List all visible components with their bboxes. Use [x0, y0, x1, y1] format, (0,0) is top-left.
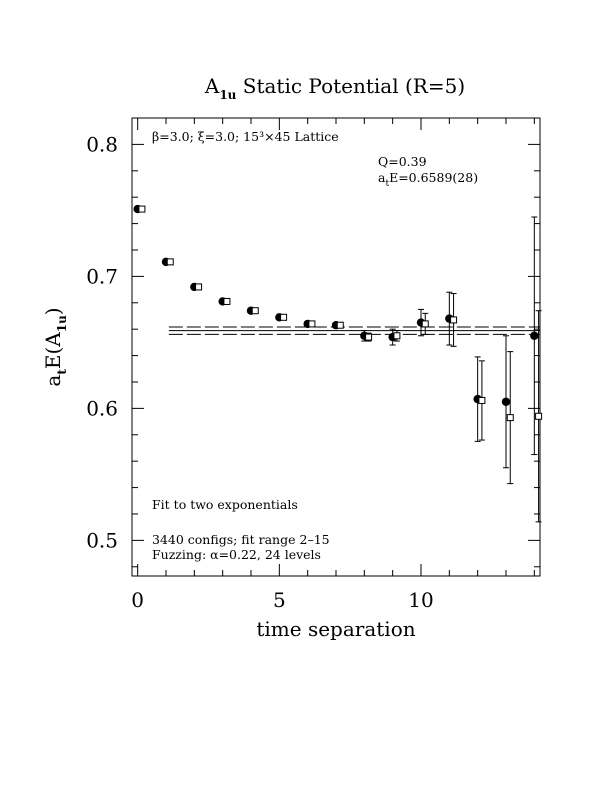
fit-point — [365, 333, 373, 341]
fit-point — [393, 332, 401, 340]
fit-point — [535, 412, 543, 420]
fit-point — [450, 316, 458, 324]
x-tick-label: 5 — [273, 588, 286, 612]
x-tick-label: 10 — [408, 588, 433, 612]
fit-annotation: Fit to two exponentials — [152, 497, 298, 512]
fit-point — [166, 258, 174, 266]
x-axis-ticks: 0 5 10 — [131, 118, 535, 612]
chart-title: A1u Static Potential (R=5) — [204, 74, 465, 102]
fit-point — [421, 320, 429, 328]
data-series — [133, 204, 543, 523]
energy-annotation: atE=0.6589(28) — [378, 170, 478, 189]
fit-point — [308, 320, 316, 328]
fit-point — [280, 313, 288, 321]
fit-point — [251, 307, 259, 315]
fit-point — [195, 283, 203, 291]
y-tick-label: 0.5 — [86, 528, 118, 552]
y-tick-label: 0.6 — [86, 396, 118, 420]
fit-point — [478, 396, 486, 404]
y-tick-label: 0.8 — [86, 132, 118, 156]
x-tick-label: 0 — [131, 588, 144, 612]
data-point — [501, 397, 511, 406]
fit-point — [336, 321, 344, 329]
fit-point — [138, 205, 146, 213]
y-axis-ticks: 0.5 0.6 0.7 0.8 — [86, 132, 540, 568]
y-axis-label: atE(A1u) — [41, 307, 69, 386]
fit-point — [506, 414, 514, 422]
x-axis-label: time separation — [256, 617, 415, 641]
configs-annotation: 3440 configs; fit range 2–15 — [152, 532, 330, 547]
data-point — [530, 331, 539, 340]
fuzzing-annotation: Fuzzing: α=0.22, 24 levels — [152, 547, 321, 562]
lattice-annotation: β=3.0; ξ=3.0; 15³×45 Lattice — [152, 129, 339, 144]
fit-band — [168, 326, 540, 335]
q-annotation: Q=0.39 — [378, 154, 427, 169]
fit-point — [223, 297, 231, 305]
y-tick-label: 0.7 — [86, 264, 118, 288]
